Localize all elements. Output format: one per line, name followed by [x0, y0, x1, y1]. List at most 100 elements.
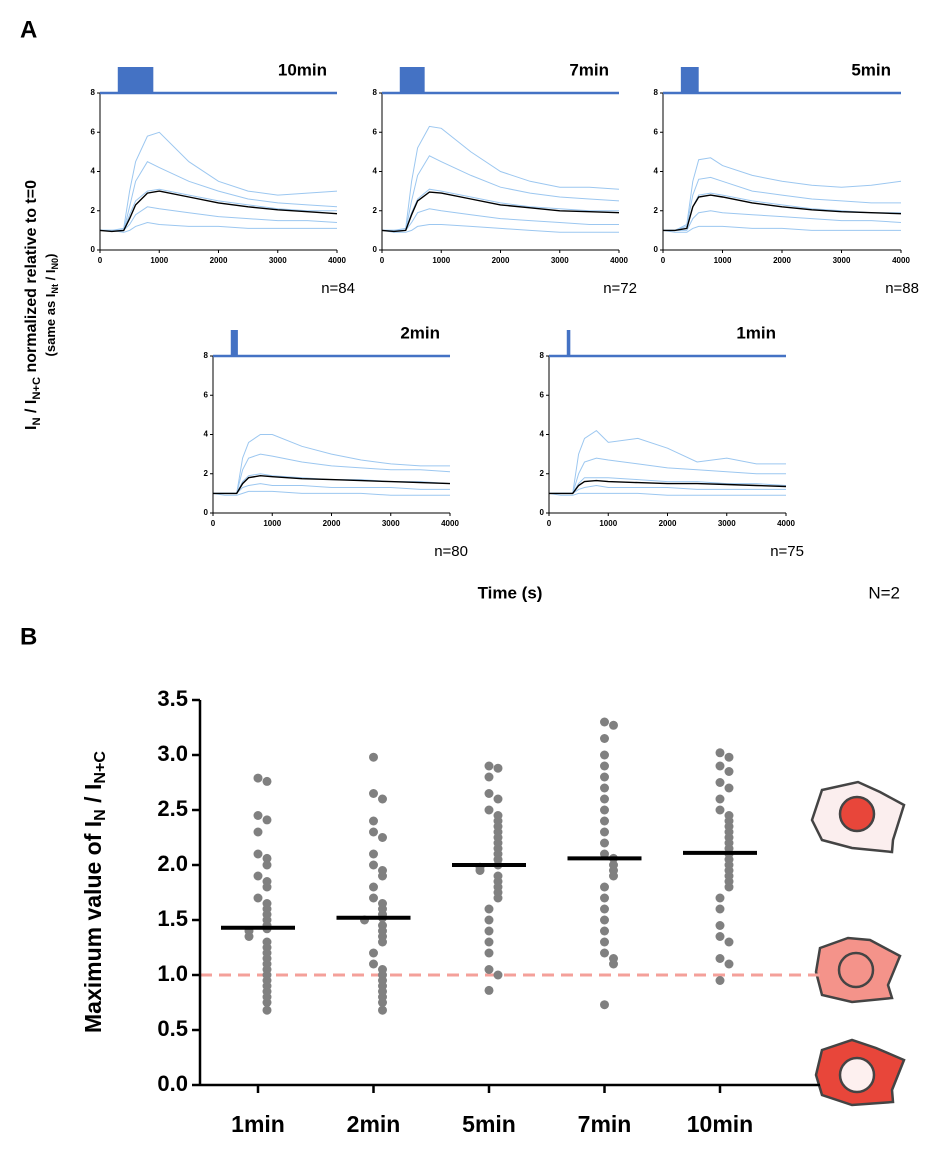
data-point	[724, 767, 734, 776]
x-tick-label: 4000	[328, 256, 346, 265]
label-part: N	[91, 809, 109, 821]
y-tick-label: 2.0	[157, 851, 188, 876]
data-point	[715, 893, 725, 903]
data-point	[262, 882, 272, 892]
y-tick-label: 6	[204, 390, 209, 399]
x-tick-label: 1min	[231, 1111, 285, 1137]
data-point	[600, 838, 609, 848]
data-point	[609, 959, 618, 969]
y-tick-label: 0	[91, 245, 96, 254]
y-tick-label: 3.5	[157, 686, 188, 711]
x-tick-label: 4000	[441, 519, 459, 528]
data-point	[262, 776, 272, 786]
x-tick-label: 0	[547, 519, 552, 528]
x-tick-label: 2000	[659, 519, 677, 528]
data-point	[369, 959, 378, 969]
label-part: N+C	[31, 377, 43, 400]
data-point	[493, 763, 503, 773]
y-axis-title: Maximum value of IN / IN+C	[80, 751, 109, 1033]
x-tick-label: 0	[380, 256, 385, 265]
data-point	[724, 882, 734, 892]
stimulus	[230, 330, 238, 356]
data-point	[475, 866, 485, 875]
x-tick-label: 4000	[892, 256, 910, 265]
data-point	[369, 827, 378, 837]
data-point	[369, 849, 378, 859]
data-point	[369, 816, 378, 826]
label-part: / I	[80, 784, 106, 810]
cell-icon	[814, 1038, 906, 1107]
data-point	[378, 794, 387, 804]
data-point	[369, 893, 378, 903]
x-tick-label: 4000	[777, 519, 795, 528]
sample-size: n=75	[770, 543, 804, 560]
data-point	[378, 1005, 387, 1015]
data-point	[262, 860, 272, 870]
y-tick-label: 4	[540, 430, 545, 439]
cell-icon	[810, 780, 906, 854]
x-tick-label: 1000	[714, 256, 732, 265]
trace	[662, 225, 901, 233]
data-point	[253, 827, 263, 837]
data-point	[609, 871, 618, 881]
y-tick-label: 1.0	[157, 961, 188, 986]
y-tick-label: 0	[540, 508, 545, 517]
data-point	[715, 976, 725, 985]
data-point	[600, 734, 609, 743]
data-point	[600, 893, 609, 903]
label-part: N+C	[91, 751, 109, 784]
data-point	[253, 773, 263, 783]
y-axis-title: IN / IN+C normalized relative to t=0	[23, 180, 43, 430]
y-tick-label: 2	[204, 469, 209, 478]
y-tick-label: 0.5	[157, 1016, 188, 1041]
trace	[548, 492, 786, 496]
trace	[381, 224, 619, 233]
y-tick-label: 8	[373, 88, 378, 97]
y-tick-label: 2	[654, 206, 659, 215]
y-tick-label: 6	[373, 127, 378, 136]
data-point	[253, 811, 263, 820]
data-point	[600, 827, 609, 837]
data-point	[724, 959, 734, 969]
panel-title: 1min	[736, 323, 776, 342]
stimulus	[399, 67, 425, 93]
label-part: / I	[23, 400, 40, 418]
panel-title: 7min	[569, 60, 609, 79]
panel-title: 10min	[278, 60, 327, 79]
x-tick-label: 10min	[687, 1111, 753, 1137]
y-tick-label: 4	[373, 167, 378, 176]
label-part: Nt	[50, 284, 60, 294]
sample-size: n=80	[434, 543, 468, 560]
data-point	[262, 815, 272, 825]
data-point	[484, 937, 494, 947]
data-point	[369, 948, 378, 958]
stimulus	[117, 67, 154, 93]
data-point	[484, 965, 494, 974]
note: N=2	[868, 583, 900, 602]
data-point	[715, 954, 725, 963]
y-tick-label: 0	[373, 245, 378, 254]
y-tick-label: 6	[654, 127, 659, 136]
y-tick-label: 0.0	[157, 1071, 188, 1096]
cell-icon	[814, 936, 902, 1004]
x-tick-label: 0	[661, 256, 666, 265]
sample-size: n=88	[885, 280, 919, 297]
data-point	[600, 750, 609, 760]
data-point	[715, 778, 725, 787]
data-point	[484, 789, 494, 798]
data-point	[600, 816, 609, 826]
data-point	[262, 998, 272, 1007]
sample-size: n=72	[603, 280, 637, 297]
data-point	[253, 893, 263, 903]
label-part: N0	[50, 258, 60, 270]
data-point	[600, 794, 609, 804]
data-point	[493, 794, 503, 804]
x-tick-label: 2000	[210, 256, 228, 265]
stimulus	[566, 330, 571, 356]
x-tick-label: 1000	[150, 256, 168, 265]
x-tick-label: 3000	[269, 256, 287, 265]
data-point	[600, 904, 609, 914]
y-tick-label: 8	[204, 351, 209, 360]
data-point	[253, 871, 263, 881]
data-point	[600, 849, 609, 859]
